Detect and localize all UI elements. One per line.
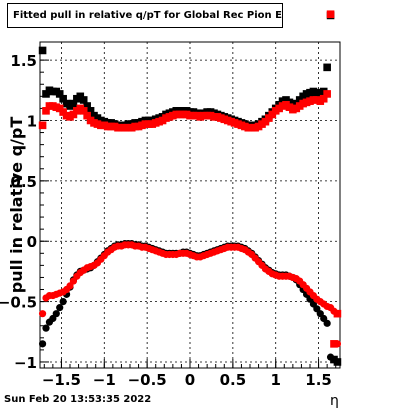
y-tick-label: 1	[27, 112, 37, 130]
chart-title: Fitted pull in relative q/pT for Global …	[7, 3, 283, 28]
plot-frame	[39, 41, 341, 369]
data-point	[333, 340, 342, 348]
data-point	[323, 63, 331, 72]
y-tick-label: −1	[14, 354, 37, 372]
data-point	[333, 358, 342, 366]
data-point	[326, 10, 335, 19]
y-axis-label: pull in relative q/pT	[7, 117, 26, 294]
data-point	[79, 96, 88, 104]
data-point	[83, 102, 91, 110]
data-point	[79, 107, 88, 115]
data-point	[38, 121, 47, 130]
data-point	[38, 340, 47, 348]
data-point	[55, 90, 64, 98]
grid	[40, 42, 340, 368]
data-points	[38, 10, 342, 366]
series-2	[38, 240, 335, 361]
axis-ticks	[40, 47, 337, 368]
x-tick-label: −1.5	[42, 371, 81, 389]
data-point	[56, 304, 64, 312]
x-tick-label: 0.5	[220, 371, 247, 389]
y-tick-label: 1.5	[10, 52, 37, 70]
y-tick-label: 0	[27, 233, 37, 251]
x-tick-label: 1.5	[305, 371, 332, 389]
data-point	[59, 94, 67, 103]
data-point	[69, 99, 78, 108]
x-axis-label: η	[330, 393, 339, 409]
data-point	[38, 46, 47, 55]
tick-labels: −1.5 −1 −0.5 0 0.5 1 1.5 −1 −0.5 0 0.5 1 1.5	[0, 52, 332, 389]
data-point	[83, 111, 91, 120]
x-tick-label: −1	[93, 371, 116, 389]
series-3	[38, 241, 342, 348]
data-point	[323, 90, 331, 98]
data-point	[38, 310, 47, 318]
data-point	[59, 297, 67, 306]
x-tick-label: 1	[270, 371, 280, 389]
x-tick-label: 0	[185, 371, 195, 389]
date-stamp: Sun Feb 20 13:53:35 2022	[4, 394, 152, 405]
data-point	[86, 107, 95, 115]
y-tick-label: 0.5	[10, 173, 37, 191]
y-tick-label: −0.5	[0, 294, 37, 312]
data-point	[42, 107, 50, 115]
data-point	[52, 310, 60, 318]
data-point	[330, 307, 338, 315]
data-point	[42, 324, 50, 332]
data-point	[333, 309, 342, 318]
data-point	[326, 353, 335, 361]
data-point	[319, 94, 328, 103]
data-point	[323, 319, 331, 327]
x-tick-label: −0.5	[128, 371, 167, 389]
series-1	[38, 10, 342, 348]
